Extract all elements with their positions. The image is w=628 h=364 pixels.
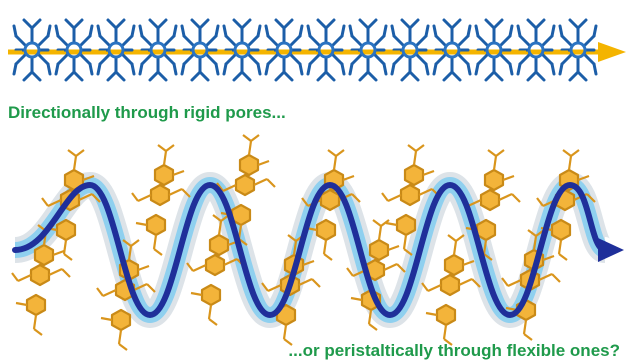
illustration: Directionally through rigid pores... ...…: [0, 0, 628, 364]
rigid-channel: [8, 20, 626, 80]
bottom-caption: ...or peristaltically through flexible o…: [288, 341, 620, 360]
page: Directionally through rigid pores... ...…: [0, 0, 628, 364]
flexible-channel: [12, 135, 624, 350]
top-caption: Directionally through rigid pores...: [8, 103, 286, 122]
